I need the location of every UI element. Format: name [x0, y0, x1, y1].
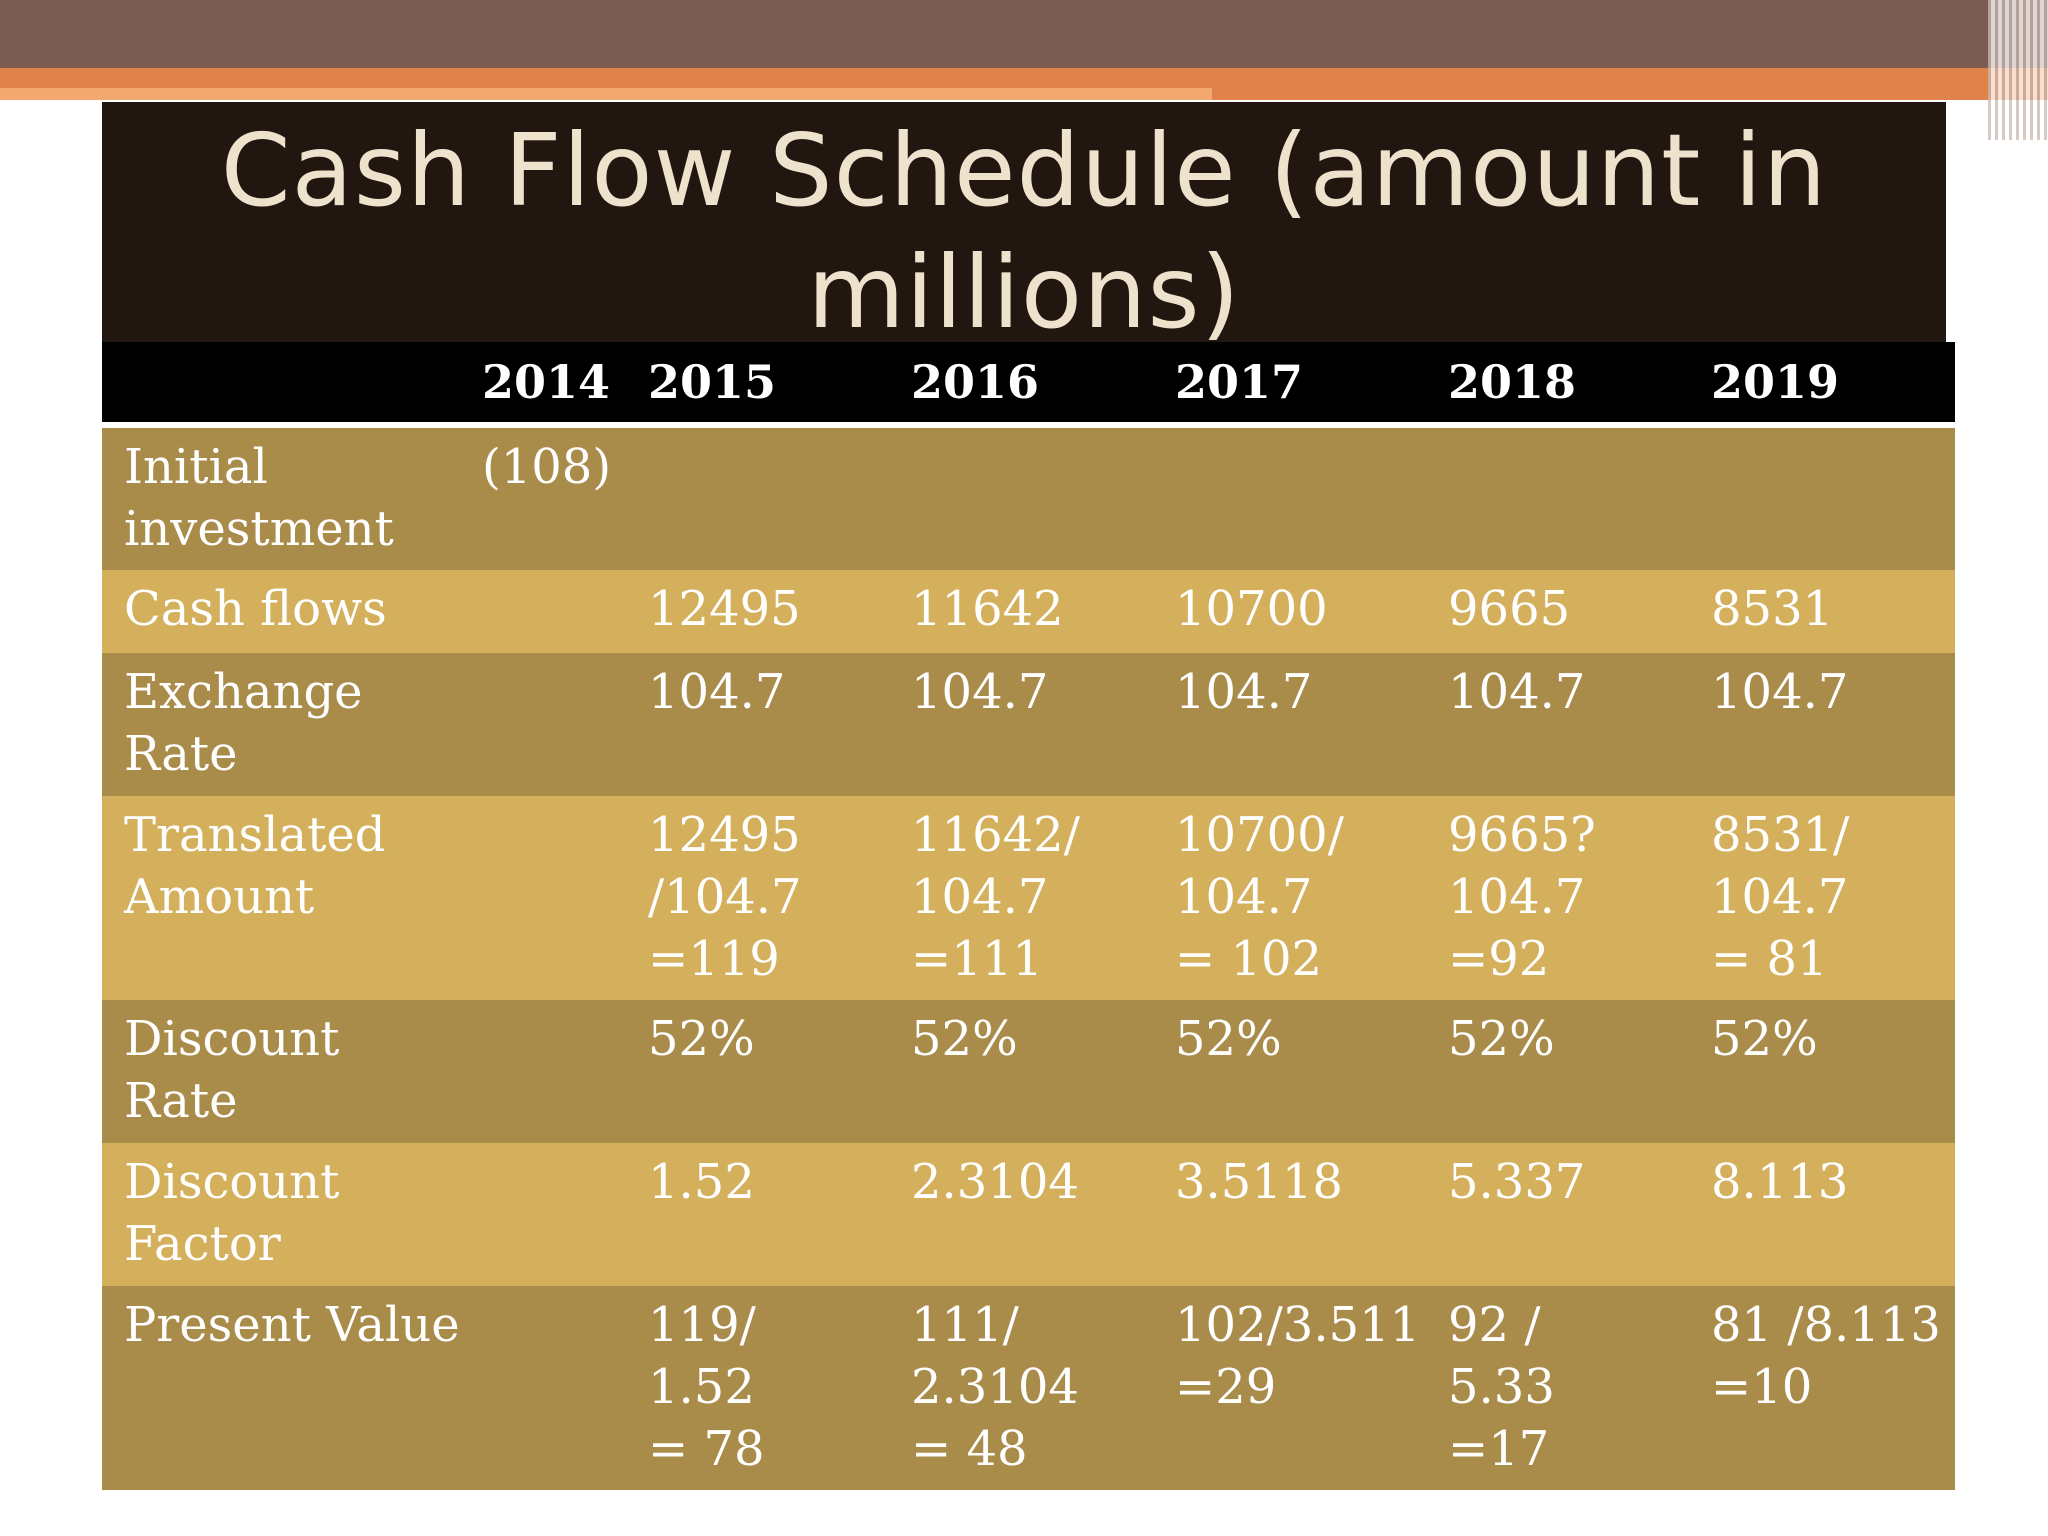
table-cell: 104.7: [648, 664, 786, 720]
slide-title: Cash Flow Schedule (amount in millions): [220, 112, 1828, 351]
table-row-cash-flows: Cash flows 12495 11642 10700 9665 8531: [102, 570, 1955, 653]
header-cell-2018: 2018: [1448, 355, 1577, 409]
table-cell: 10700: [1175, 581, 1328, 637]
table-cell: 104.7: [1175, 664, 1313, 720]
cash-flow-table: 2014 2015 2016 2017 2018 2019 Initial in…: [102, 342, 1955, 1490]
header-cell-2016: 2016: [911, 355, 1040, 409]
table-cell: 52%: [1711, 1011, 1818, 1067]
table-cell: [474, 796, 640, 1000]
table-cell: [474, 1000, 640, 1143]
table-cell: [474, 1143, 640, 1286]
table-cell: [640, 428, 903, 570]
table-cell: 10700/ 104.7 = 102: [1175, 807, 1344, 987]
table-cell: 12495: [648, 581, 801, 637]
top-decor-band: [0, 0, 2048, 68]
cash-flow-table-container: 2014 2015 2016 2017 2018 2019 Initial in…: [102, 342, 1955, 1490]
table-cell: 1.52: [648, 1154, 755, 1210]
table-cell: 52%: [648, 1011, 755, 1067]
table-cell: 11642/ 104.7 =111: [911, 807, 1080, 987]
table-row-present-value: Present Value 119/ 1.52 = 78 111/ 2.3104…: [102, 1286, 1955, 1490]
table-cell: 9665? 104.7 =92: [1448, 807, 1596, 987]
table-cell: 102/3.511 =29: [1175, 1297, 1421, 1415]
header-cell-2014: 2014: [482, 355, 611, 409]
table-cell: 11642: [911, 581, 1064, 637]
table-cell: 8531/ 104.7 = 81: [1711, 807, 1850, 987]
table-cell: 104.7: [911, 664, 1049, 720]
table-row-discount-rate: Discount Rate 52% 52% 52% 52% 52%: [102, 1000, 1955, 1143]
header-separator: [102, 422, 1955, 428]
header-cell-2019: 2019: [1711, 355, 1840, 409]
row-label: Discount Factor: [124, 1154, 340, 1272]
table-cell: 5.337: [1448, 1154, 1586, 1210]
table-cell: 9665: [1448, 581, 1571, 637]
title-box: Cash Flow Schedule (amount in millions): [102, 102, 1946, 351]
row-label: Initial investment: [124, 439, 394, 557]
accent-band-light: [0, 88, 1212, 100]
header-cell-2017: 2017: [1175, 355, 1304, 409]
table-row-initial-investment: Initial investment (108): [102, 428, 1955, 570]
corner-stripes-decor: [1988, 0, 2048, 140]
table-cell: 104.7: [1711, 664, 1849, 720]
row-label: Translated Amount: [124, 807, 386, 925]
table-row-exchange-rate: Exchange Rate 104.7 104.7 104.7 104.7 10…: [102, 653, 1955, 796]
header-row: 2014 2015 2016 2017 2018 2019: [102, 342, 1955, 422]
table-cell: 12495 /104.7 =119: [648, 807, 802, 987]
table-cell: 81 /8.113 =10: [1711, 1297, 1941, 1415]
table-cell: [1440, 428, 1703, 570]
header-cell-label: [102, 342, 474, 422]
table-cell: [474, 1286, 640, 1490]
row-label: Present Value: [124, 1297, 460, 1353]
table-cell: [1167, 428, 1440, 570]
table-cell: [1703, 428, 1955, 570]
table-cell: 3.5118: [1175, 1154, 1343, 1210]
table-cell: 2.3104: [911, 1154, 1079, 1210]
header-cell-2015: 2015: [648, 355, 777, 409]
table-cell: 52%: [1175, 1011, 1282, 1067]
table-cell: 52%: [911, 1011, 1018, 1067]
table-cell: 8.113: [1711, 1154, 1849, 1210]
table-cell: 104.7: [1448, 664, 1586, 720]
row-label: Exchange Rate: [124, 664, 363, 782]
table-row-discount-factor: Discount Factor 1.52 2.3104 3.5118 5.337…: [102, 1143, 1955, 1286]
table-cell: 119/ 1.52 = 78: [648, 1297, 765, 1477]
table-row-translated-amount: Translated Amount 12495 /104.7 =119 1164…: [102, 796, 1955, 1000]
table-cell: 52%: [1448, 1011, 1555, 1067]
table-cell: 8531: [1711, 581, 1834, 637]
table-cell: 111/ 2.3104 = 48: [911, 1297, 1079, 1477]
row-label: Discount Rate: [124, 1011, 340, 1129]
table-cell: [474, 570, 640, 653]
table-cell: [903, 428, 1167, 570]
row-label: Cash flows: [124, 581, 387, 637]
table-cell: [474, 653, 640, 796]
table-cell: (108): [482, 439, 612, 495]
table-cell: 92 / 5.33 =17: [1448, 1297, 1555, 1477]
